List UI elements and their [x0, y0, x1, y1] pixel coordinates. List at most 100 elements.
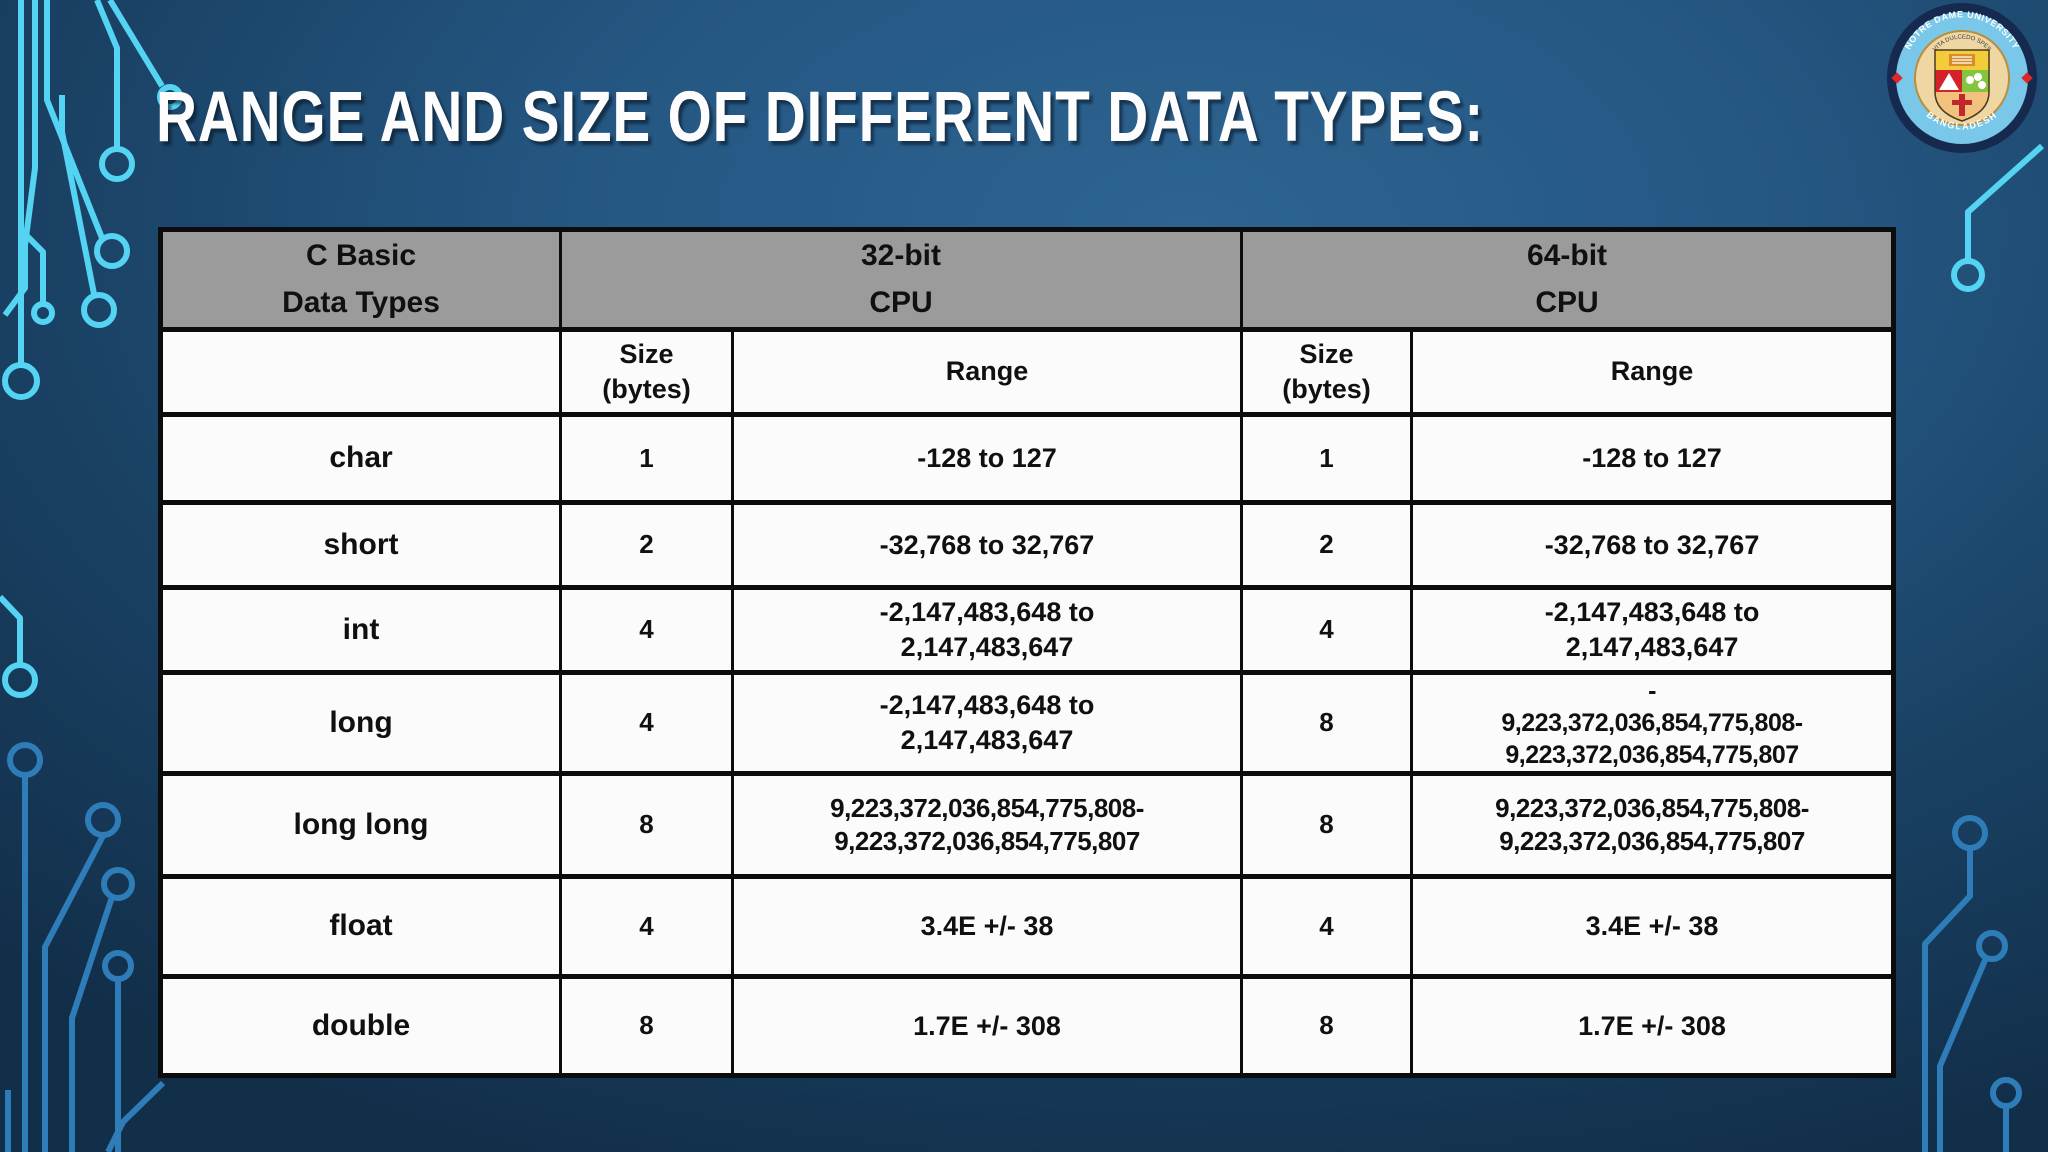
- table-row-double: double 8 1.7E +/- 308 8 1.7E +/- 308: [159, 973, 1896, 1079]
- logo-diamond-icon: [1891, 72, 1903, 84]
- cell-range-64: - 9,223,372,036,854,775,808- 9,223,372,0…: [1410, 669, 1896, 776]
- circuit-trace: [44, 0, 105, 240]
- circuit-trace: [94, 0, 120, 147]
- cell-size-32: 4: [559, 669, 734, 776]
- table-row-long-long: long long 8 9,223,372,036,854,775,808- 9…: [159, 770, 1896, 880]
- circuit-node-icon: [7, 742, 43, 778]
- cell-range-64: -2,147,483,648 to 2,147,483,647: [1410, 585, 1896, 675]
- cell-size-32: 8: [559, 770, 734, 880]
- cell-type-name: double: [159, 973, 562, 1079]
- cell-range-32: 9,223,372,036,854,775,808- 9,223,372,036…: [730, 770, 1244, 880]
- header-64bit-cpu: 64-bit CPU: [1240, 226, 1896, 333]
- cell-size-64: 8: [1240, 770, 1414, 880]
- cell-range-32: -128 to 127: [730, 411, 1244, 505]
- circuit-node-icon: [101, 867, 135, 901]
- circuit-cluster-top-left: [0, 0, 183, 698]
- table-sub-header-row: Size (bytes) Range Size (bytes) Range: [159, 327, 1896, 417]
- circuit-node-icon: [94, 233, 130, 269]
- subheader-range-64: Range: [1410, 327, 1896, 417]
- logo-motto-text: VITA DULCEDO SPES: [1932, 34, 1992, 52]
- cell-size-32: 8: [559, 973, 734, 1079]
- cell-type-name: short: [159, 499, 562, 591]
- circuit-node-icon: [1951, 258, 1985, 292]
- table-row-short: short 2 -32,768 to 32,767 2 -32,768 to 3…: [159, 499, 1896, 591]
- cell-size-64: 1: [1240, 411, 1414, 505]
- logo-shield: [1934, 49, 1990, 122]
- logo-blue-ring: [1896, 12, 2028, 144]
- circuit-trace: [1937, 956, 1989, 1152]
- shield-outline: [1934, 49, 1990, 122]
- table-row-char: char 1 -128 to 127 1 -128 to 127: [159, 411, 1896, 505]
- cell-size-64: 2: [1240, 499, 1414, 591]
- circuit-node-icon: [2, 362, 40, 400]
- circuit-node-icon: [99, 146, 135, 182]
- circuit-cluster-bottom-left: [5, 742, 166, 1152]
- cell-type-name: int: [159, 585, 562, 675]
- logo-arc-top-text: NOTRE DAME UNIVERSITY: [1903, 9, 2022, 51]
- flower-icon: [1966, 76, 1974, 84]
- subheader-size-64: Size (bytes): [1240, 327, 1414, 417]
- circuit-node-icon: [1976, 930, 2008, 962]
- circuit-cluster-top-right: [1951, 143, 2044, 292]
- circuit-trace: [42, 834, 106, 1152]
- cell-range-64: 1.7E +/- 308: [1410, 973, 1896, 1079]
- slide-title: RANGE AND SIZE OF DIFFERENT DATA TYPES:: [156, 78, 1485, 157]
- header-32bit-cpu: 32-bit CPU: [558, 226, 1244, 333]
- circuit-trace: [1965, 143, 2044, 259]
- logo-inner-circle: [1914, 30, 2010, 126]
- circuit-trace: [2, 0, 38, 317]
- circuit-node-icon: [2, 662, 38, 698]
- cell-range-32: -32,768 to 32,767: [730, 499, 1244, 591]
- header-c-basic-data-types: C Basic Data Types: [159, 226, 562, 333]
- cell-type-name: float: [159, 874, 562, 979]
- data-types-table: C Basic Data Types 32-bit CPU 64-bit CPU…: [158, 226, 1897, 1079]
- subheader-range-32: Range: [730, 327, 1244, 417]
- circuit-node-icon: [102, 950, 134, 982]
- flower-icon: [1974, 73, 1982, 81]
- cell-size-32: 4: [559, 874, 734, 979]
- cell-range-64: -32,768 to 32,767: [1410, 499, 1896, 591]
- circuit-trace: [105, 1080, 166, 1152]
- flower-icon: [1978, 81, 1986, 89]
- cross-icon: [1959, 94, 1965, 116]
- circuit-trace: [69, 896, 115, 1152]
- cell-type-name: long long: [159, 770, 562, 880]
- circuit-node-icon: [1952, 815, 1988, 851]
- university-logo: NOTRE DAME UNIVERSITY BANGLADESH VITA DU…: [1887, 3, 2037, 153]
- circuit-node-icon: [1990, 1077, 2022, 1109]
- cross-icon: [1952, 100, 1972, 105]
- table-group-header-row: C Basic Data Types 32-bit CPU 64-bit CPU: [159, 226, 1896, 333]
- cell-size-32: 4: [559, 585, 734, 675]
- cell-type-name: long: [159, 669, 562, 776]
- logo-outer-ring: [1887, 3, 2037, 153]
- shield-green-quadrant: [1962, 70, 1989, 92]
- circuit-trace: [1922, 849, 1973, 1152]
- shield-top-band: [1935, 50, 1989, 70]
- cell-range-64: 9,223,372,036,854,775,808- 9,223,372,036…: [1410, 770, 1896, 880]
- cell-range-64: -128 to 127: [1410, 411, 1896, 505]
- logo-diamond-icon: [2021, 72, 2033, 84]
- mountain-icon: [1939, 73, 1959, 90]
- circuit-node-icon: [31, 301, 55, 325]
- circuit-trace: [59, 95, 97, 295]
- table-row-int: int 4 -2,147,483,648 to 2,147,483,647 4 …: [159, 585, 1896, 675]
- cell-range-32: 3.4E +/- 38: [730, 874, 1244, 979]
- circuit-trace: [18, 227, 46, 302]
- cell-size-64: 8: [1240, 973, 1414, 1079]
- subheader-size-32: Size (bytes): [559, 327, 734, 417]
- cell-type-name: char: [159, 411, 562, 505]
- cell-range-64: 3.4E +/- 38: [1410, 874, 1896, 979]
- logo-arc-bottom-text: BANGLADESH: [1925, 110, 1999, 132]
- table-row-float: float 4 3.4E +/- 38 4 3.4E +/- 38: [159, 874, 1896, 979]
- cell-size-64: 4: [1240, 874, 1414, 979]
- cell-size-32: 1: [559, 411, 734, 505]
- cell-size-64: 8: [1240, 669, 1414, 776]
- circuit-cluster-bottom-right: [1922, 815, 2022, 1152]
- subheader-empty: [159, 327, 562, 417]
- cell-size-64: 4: [1240, 585, 1414, 675]
- table-row-long: long 4 -2,147,483,648 to 2,147,483,647 8…: [159, 669, 1896, 776]
- cell-size-32: 2: [559, 499, 734, 591]
- cell-range-32: -2,147,483,648 to 2,147,483,647: [730, 669, 1244, 776]
- circuit-trace: [0, 594, 23, 663]
